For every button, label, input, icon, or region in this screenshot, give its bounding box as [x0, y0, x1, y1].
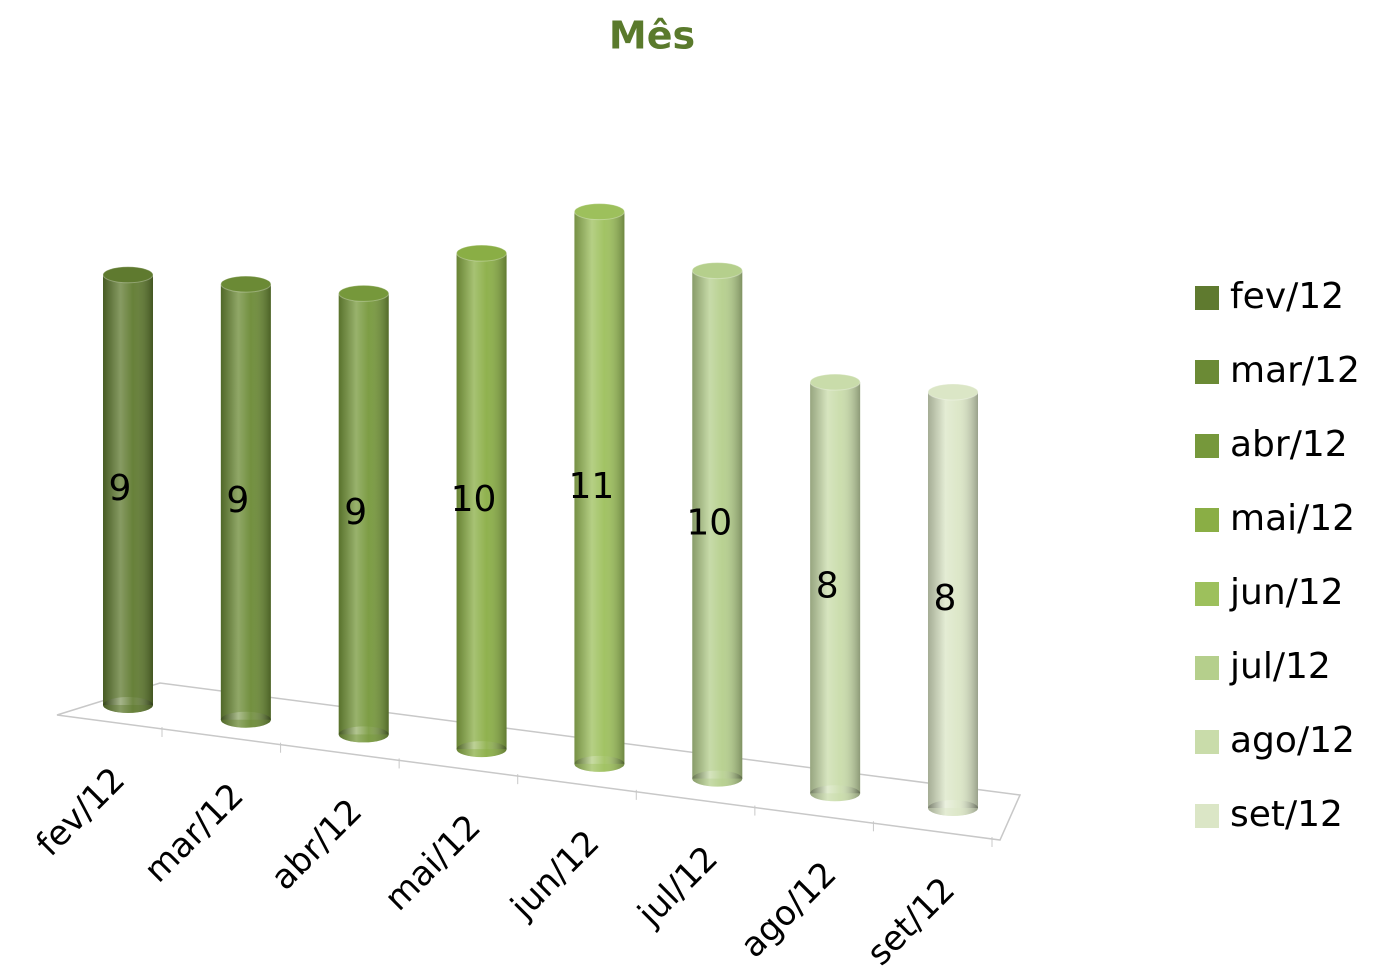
legend-swatch: [1195, 508, 1219, 532]
cylinder-top: [691, 262, 743, 280]
data-label: 10: [451, 479, 497, 520]
chart-title: Mês: [609, 14, 695, 58]
x-tick-label: jul/12: [630, 838, 726, 934]
legend-swatch: [1195, 656, 1219, 680]
legend-label: set/12: [1230, 794, 1343, 835]
cylinder-bottom-shade: [456, 741, 507, 758]
cylinder: [809, 373, 861, 802]
data-label: 10: [686, 503, 732, 544]
legend-label: jul/12: [1229, 646, 1331, 687]
cylinder: [220, 275, 272, 728]
cylinder-top: [573, 203, 625, 221]
legend-swatch: [1195, 360, 1219, 384]
cylinder-shade: [456, 253, 507, 750]
cylinder: [102, 266, 154, 713]
cylinder: [456, 244, 508, 758]
cylinder-shade: [574, 211, 625, 764]
x-tick-label: ago/12: [733, 854, 845, 966]
cylinder-top: [927, 383, 979, 401]
data-label: 8: [934, 578, 957, 619]
legend-swatch: [1195, 582, 1219, 606]
cylinder-bottom-shade: [810, 785, 861, 802]
cylinder-top: [102, 266, 154, 284]
legend-swatch: [1195, 730, 1219, 754]
cylinder-bottom-shade: [574, 755, 625, 772]
x-tick-label: mai/12: [377, 807, 489, 919]
data-label: 8: [816, 566, 839, 607]
cylinder-top: [809, 373, 861, 391]
cylinder: [573, 203, 625, 772]
cylinder-top: [220, 275, 272, 293]
x-tick-label: set/12: [859, 870, 963, 974]
cylinder-shade: [692, 270, 743, 779]
legend-swatch: [1195, 286, 1219, 310]
cylinder: [691, 262, 743, 787]
cylinder-shade: [810, 382, 861, 794]
cylinder-bottom-shade: [103, 697, 153, 713]
cylinder: [338, 284, 390, 743]
data-label: 9: [226, 480, 249, 521]
cylinder-top: [338, 284, 390, 302]
cylinder: [927, 383, 979, 816]
x-tick-label: abr/12: [263, 791, 370, 898]
cylinder-top: [456, 244, 508, 262]
x-tick-label: jun/12: [503, 823, 608, 928]
legend-label: jun/12: [1229, 572, 1344, 613]
legend-label: abr/12: [1230, 424, 1348, 465]
legend-label: ago/12: [1230, 720, 1355, 761]
data-label: 9: [109, 468, 132, 509]
legend-swatch: [1195, 434, 1219, 458]
cylinder-bottom-shade: [338, 726, 389, 743]
legend-swatch: [1195, 804, 1219, 828]
data-label: 11: [569, 466, 615, 507]
cylinder-shade: [338, 293, 389, 735]
x-tick-label: mar/12: [137, 776, 252, 891]
cylinder-shade: [928, 392, 978, 808]
x-tick-label: fev/12: [29, 760, 133, 864]
data-label: 9: [344, 492, 367, 533]
legend-label: mai/12: [1230, 498, 1355, 539]
legend-label: fev/12: [1230, 276, 1344, 317]
cylinder-bottom-shade: [220, 711, 271, 728]
cylinder-bottom-shade: [692, 770, 743, 787]
legend-label: mar/12: [1230, 350, 1360, 391]
cylinder-shade: [103, 274, 153, 705]
cylinder-bottom-shade: [928, 800, 978, 816]
cylinder-shade: [220, 284, 271, 720]
